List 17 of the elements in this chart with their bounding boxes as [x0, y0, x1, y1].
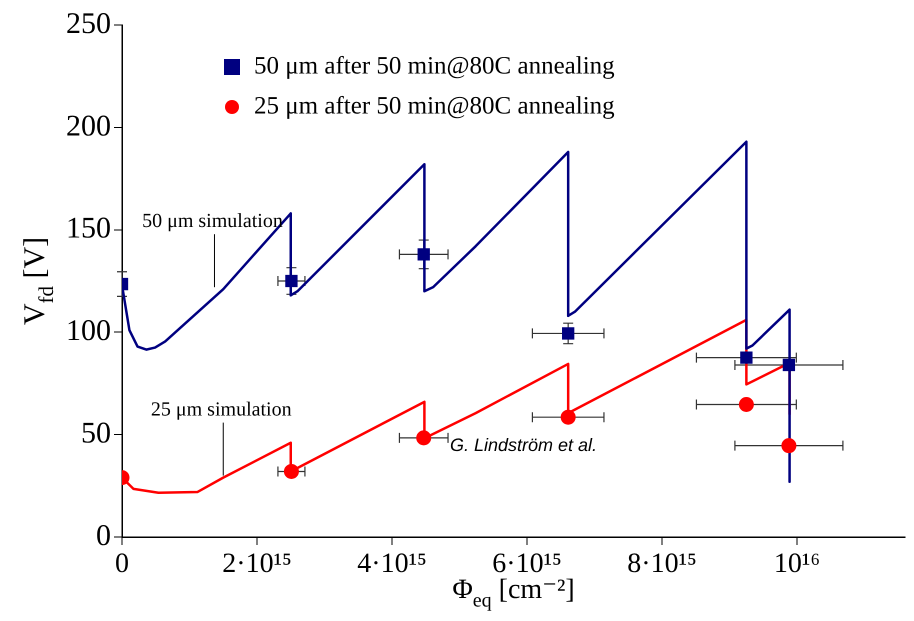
- y-tick-label: 150: [66, 212, 111, 245]
- y-tick-label: 100: [66, 314, 111, 348]
- annotation: G. Lindström et al.: [450, 435, 598, 455]
- x-tick-label: 6·10¹⁵: [492, 548, 562, 580]
- annotation: 50 μm simulation: [142, 210, 283, 232]
- legend-label: 50 μm after 50 min@80C annealing: [254, 52, 616, 80]
- y-tick-label: 0: [96, 518, 111, 552]
- y-tick-label: 50: [81, 416, 111, 450]
- x-tick-label: 10¹⁶: [774, 548, 820, 580]
- y-axis-title: Vfd [V]: [18, 236, 58, 326]
- x-tick-label: 4·10¹⁵: [357, 548, 427, 580]
- y-tick-label: 200: [66, 109, 111, 142]
- y-tick-label: 250: [66, 6, 111, 40]
- annotation: 25 μm simulation: [150, 398, 292, 421]
- x-tick-label: 8·10¹⁵: [627, 548, 697, 580]
- x-tick-label: 2·10¹⁵: [222, 548, 292, 580]
- legend-label: 25 μm after 50 min@80C annealing: [254, 92, 616, 120]
